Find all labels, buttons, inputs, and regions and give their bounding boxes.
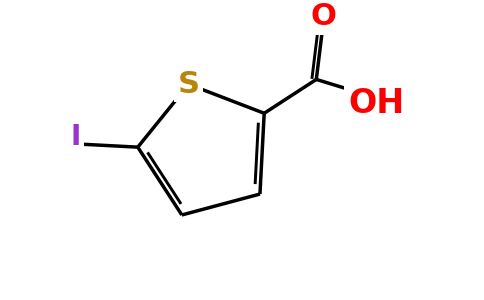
Text: S: S [178,70,200,99]
Text: O: O [310,2,336,31]
Text: I: I [71,123,81,151]
Text: OH: OH [348,87,404,120]
